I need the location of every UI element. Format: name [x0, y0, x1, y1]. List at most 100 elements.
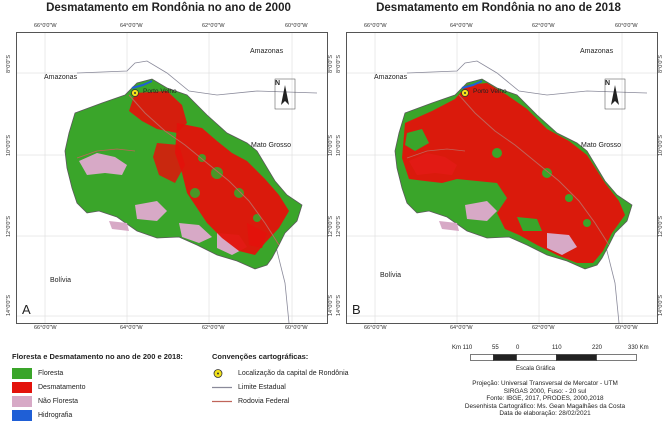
coord-bottom-4-b: 60°0'0"W	[615, 325, 638, 331]
coord-bottom-1-b: 66°0'0"W	[364, 325, 387, 331]
coord-bottom-2-b: 64°0'0"W	[450, 325, 473, 331]
legend-label-federal-road: Rodovia Federal	[238, 397, 290, 405]
legend-conventions: Convenções cartográficas: Localização da…	[212, 352, 362, 408]
label-amazonas-ne: Amazonas	[580, 48, 614, 55]
legend-classes-title: Floresta e Desmatamento no ano de 200 e …	[12, 352, 183, 361]
legend-label-nao-floresta: Não Floresta	[38, 397, 79, 405]
coord-right-3-b: 12°0'0"S	[658, 215, 663, 237]
north-arrow-icon	[604, 78, 626, 110]
credit-projection: Projeção: Universal Transversal de Merca…	[472, 380, 618, 387]
water-swatch	[12, 409, 32, 421]
non-forest-patches-south	[547, 233, 577, 255]
rondonia-map-2018	[347, 33, 657, 323]
scale-tick-5: 330 Km	[628, 345, 649, 351]
capital-point-icon	[213, 368, 223, 378]
coord-left-3: 12°0'0"S	[6, 215, 12, 237]
coord-bottom-4: 60°0'0"W	[285, 325, 308, 331]
north-arrow-label: N	[605, 80, 611, 87]
map-panel-2000: Desmatamento em Rondônia no ano de 2000 …	[6, 0, 334, 331]
label-bolivia: Bolívia	[50, 277, 72, 284]
legend-label-capital: Localização da capital de Rondônia	[238, 369, 349, 377]
label-mato-grosso: Mato Grosso	[581, 142, 622, 149]
coord-left-2: 10°0'0"S	[6, 134, 12, 156]
map-title-2018: Desmatamento em Rondônia no ano de 2018	[376, 2, 621, 14]
coord-left-4: 14°0'0"S	[6, 294, 12, 316]
label-amazonas-ne: Amazonas	[250, 48, 284, 55]
credit-author: Desenhista Cartográfico: Ms. Gean Magalh…	[464, 402, 626, 410]
coord-left-1: 8°0'0"S	[6, 54, 12, 73]
label-capital: Porto Velho	[473, 88, 507, 95]
federal-road	[458, 94, 610, 246]
coord-left-4-b: 14°0'0"S	[336, 294, 342, 316]
legend-label-floresta: Floresta	[38, 369, 64, 377]
coord-right-4: 14°0'0"S	[328, 294, 334, 316]
label-amazonas-nw: Amazonas	[374, 74, 408, 81]
forest-remnants	[190, 154, 261, 222]
panel-letter-a: A	[22, 302, 31, 317]
coord-right-2-b: 10°0'0"S	[658, 134, 663, 156]
credit-source: Fonte: IBGE, 2017, PRODES, 2000,2018	[486, 395, 604, 403]
legend-item-state-limit: Limite Estadual	[212, 380, 362, 394]
federal-road-icon	[212, 400, 232, 402]
non-forest-swatch	[12, 395, 32, 407]
coord-left-1-b: 8°0'0"S	[336, 54, 342, 73]
credit-date: Data de elaboração: 28/02/2021	[499, 410, 591, 418]
state-limit-south	[604, 242, 620, 323]
north-arrow-icon	[274, 78, 296, 110]
map-frame-2018	[346, 32, 658, 324]
legend-item-floresta: Floresta	[12, 366, 202, 380]
river-madeira	[461, 80, 483, 89]
legend-classes: Floresta e Desmatamento no ano de 200 e …	[12, 352, 202, 422]
scale-caption: Escala Gráfica	[516, 366, 556, 372]
federal-road-west	[406, 148, 466, 159]
state-limit-outline	[406, 60, 648, 96]
map-title-2000: Desmatamento em Rondônia no ano de 2000	[46, 2, 291, 14]
coord-top-3: 62°0'0"W	[202, 23, 225, 29]
coord-bottom-3: 62°0'0"W	[202, 325, 225, 331]
deforestation-areas	[402, 83, 625, 263]
legend-item-capital: Localização da capital de Rondônia	[212, 366, 362, 380]
coord-top-1-b: 66°0'0"W	[364, 23, 387, 29]
forest-swatch	[12, 367, 32, 379]
scale-tick-2: 0	[516, 345, 520, 351]
label-mato-grosso: Mato Grosso	[251, 142, 292, 149]
legend-label-hidrografia: Hidrografia	[38, 411, 73, 419]
coord-left-3-b: 12°0'0"S	[336, 215, 342, 237]
federal-road-west	[76, 148, 136, 159]
coord-right-4-b: 14°0'0"S	[658, 294, 663, 316]
coord-bottom-3-b: 62°0'0"W	[532, 325, 555, 331]
label-bolivia: Bolívia	[380, 272, 402, 279]
scale-tick-1: 55	[492, 345, 499, 351]
legend-label-desmatamento: Desmatamento	[38, 383, 86, 391]
map-frame-2000	[16, 32, 328, 324]
coord-left-2-b: 10°0'0"S	[336, 134, 342, 156]
coord-right-3: 12°0'0"S	[328, 215, 334, 237]
scale-bar: Km 110 55 0 110 220 330 Km Escala Gráfic…	[452, 345, 657, 385]
coord-right-1: 8°0'0"S	[328, 54, 334, 73]
state-limit-outline	[76, 60, 318, 96]
legend-item-hidrografia: Hidrografia	[12, 408, 202, 422]
coord-top-2: 64°0'0"W	[120, 23, 143, 29]
scale-tick-4: 220	[592, 345, 603, 351]
state-line-icon	[212, 386, 232, 388]
legend-item-nao-floresta: Não Floresta	[12, 394, 202, 408]
map-credits: Projeção: Universal Transversal de Merca…	[455, 380, 635, 418]
coord-bottom-2: 64°0'0"W	[120, 325, 143, 331]
coord-top-1: 66°0'0"W	[34, 23, 57, 29]
deforestation-swatch	[12, 381, 32, 393]
panel-letter-b: B	[352, 302, 361, 317]
coord-right-2: 10°0'0"S	[328, 134, 334, 156]
legend-conventions-title: Convenções cartográficas:	[212, 352, 309, 361]
coord-top-3-b: 62°0'0"W	[532, 23, 555, 29]
map-panel-2018: Desmatamento em Rondônia no ano de 2018 …	[336, 0, 663, 331]
credit-datum: SIRGAS 2000, Fuso: - 20 sul	[503, 387, 587, 395]
coord-top-4-b: 60°0'0"W	[615, 23, 638, 29]
coord-top-2-b: 64°0'0"W	[450, 23, 473, 29]
legend-item-desmatamento: Desmatamento	[12, 380, 202, 394]
state-limit-south	[274, 242, 290, 323]
rondonia-map-2000	[17, 33, 327, 323]
coord-bottom-1: 66°0'0"W	[34, 325, 57, 331]
north-arrow-label: N	[275, 80, 281, 87]
scale-tick-3: 110	[552, 345, 562, 351]
forest-remnants	[405, 129, 591, 231]
